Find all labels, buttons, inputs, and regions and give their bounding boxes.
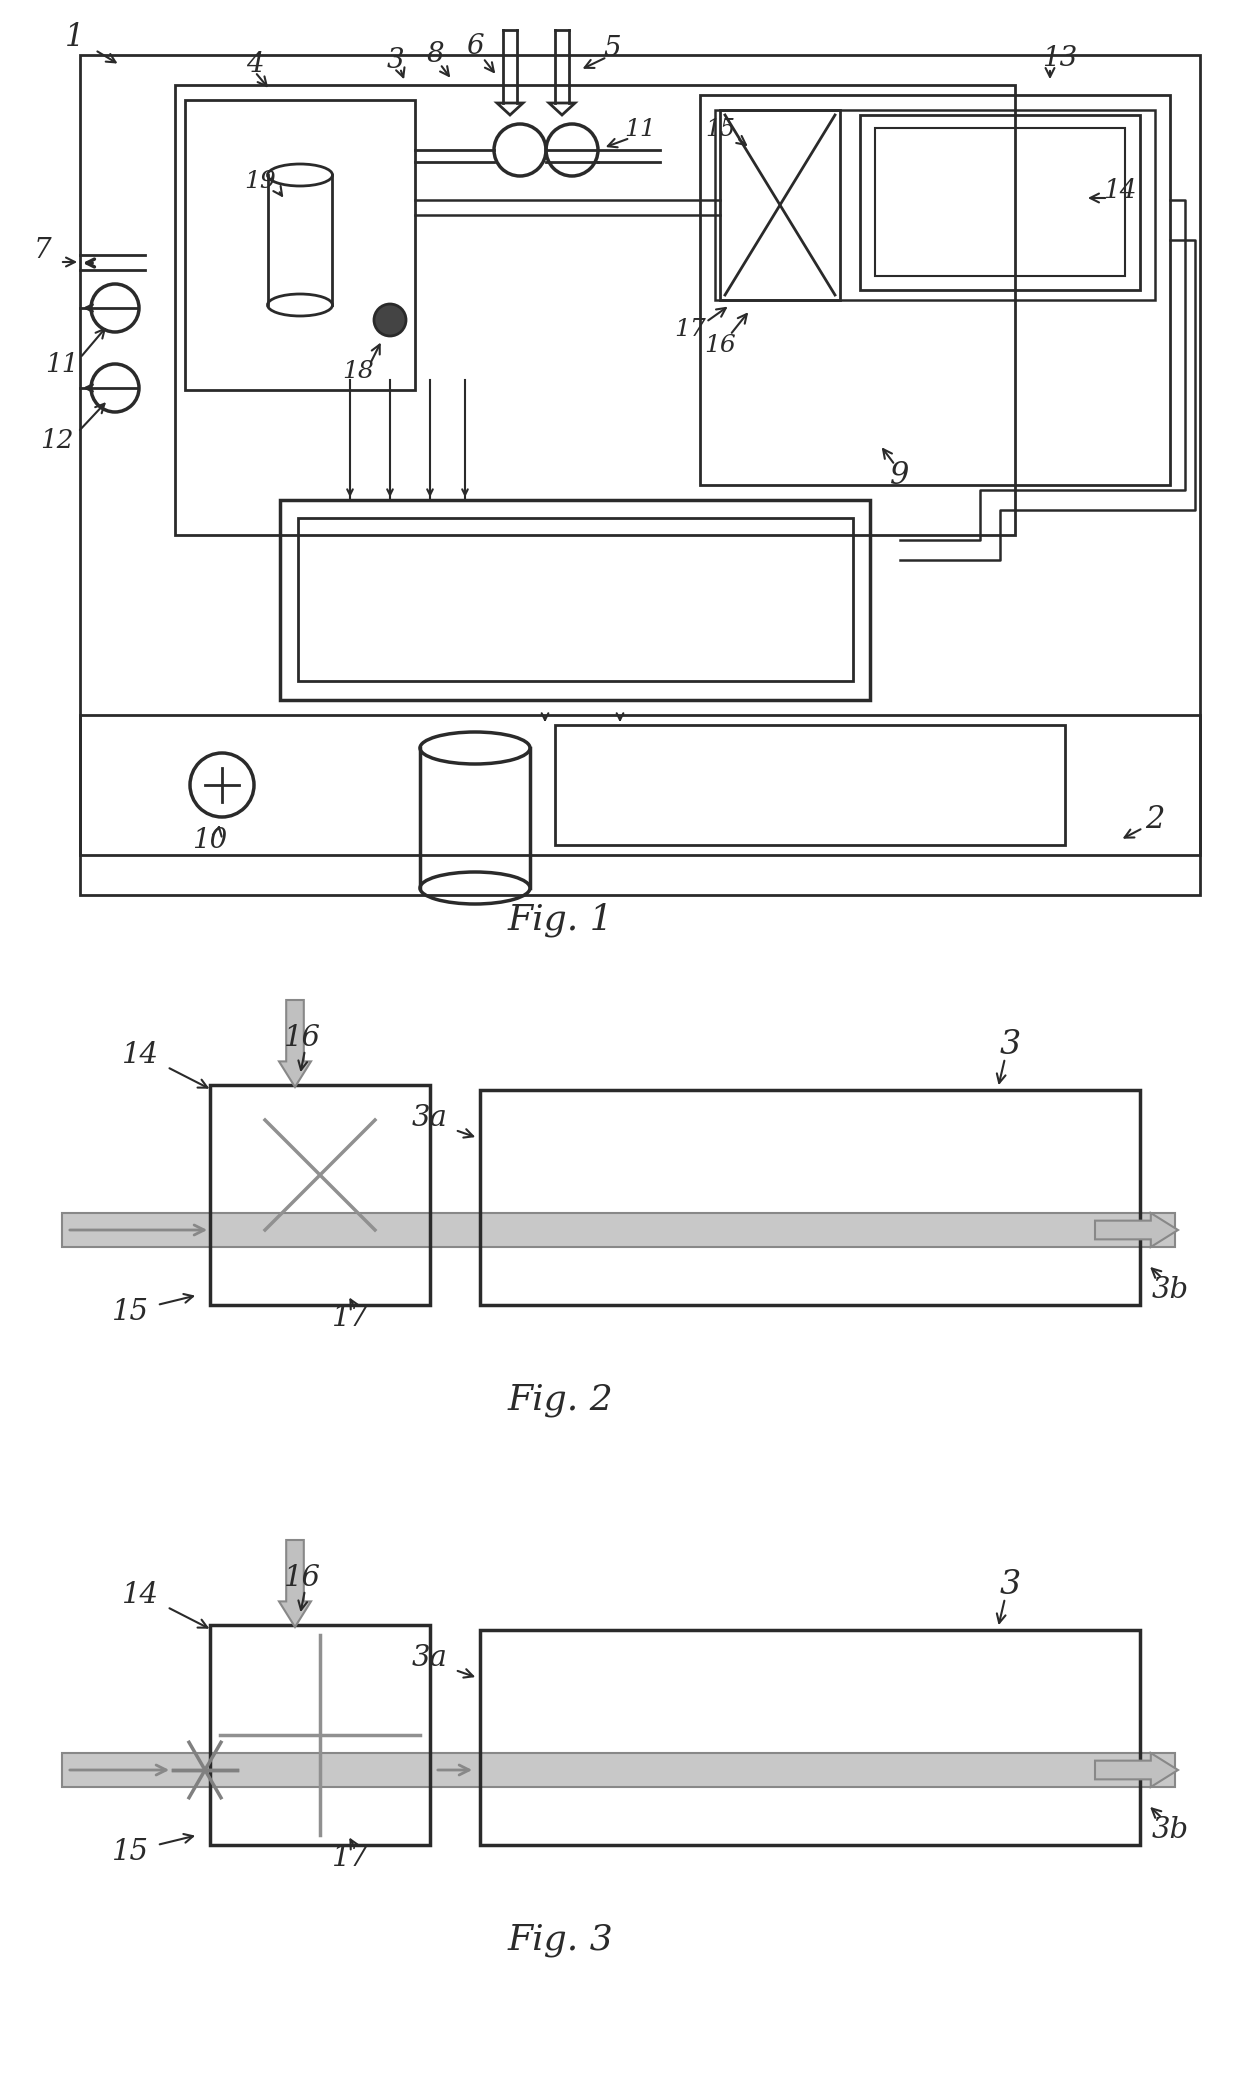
Text: Fig. 1: Fig. 1 [507, 903, 613, 938]
Bar [861, 114, 1140, 290]
Text: 14: 14 [122, 1581, 159, 1608]
Text: 13: 13 [1043, 44, 1078, 71]
Text: 3: 3 [999, 1029, 1021, 1060]
Text: 17: 17 [675, 317, 706, 342]
Bar [720, 110, 839, 301]
Text: Fig. 2: Fig. 2 [507, 1384, 613, 1417]
Bar [210, 1085, 430, 1305]
Bar [62, 1214, 1176, 1247]
Bar [62, 1753, 1176, 1787]
Bar [875, 129, 1125, 276]
Bar [298, 519, 853, 681]
Text: 11: 11 [45, 353, 79, 378]
Text: 9: 9 [890, 459, 910, 490]
Text: 3: 3 [386, 46, 404, 73]
Polygon shape [279, 1000, 311, 1087]
Text: 16: 16 [704, 334, 735, 357]
Text: 1: 1 [66, 23, 84, 54]
Text: 16: 16 [284, 1565, 320, 1592]
Text: 6: 6 [466, 33, 484, 60]
Text: 3b: 3b [1152, 1816, 1189, 1845]
Text: 12: 12 [40, 427, 73, 452]
Text: 3a: 3a [412, 1643, 448, 1672]
Text: 4: 4 [247, 52, 264, 79]
Circle shape [374, 305, 405, 336]
Text: 16: 16 [284, 1023, 320, 1052]
Text: 7: 7 [33, 237, 51, 264]
Text: 8: 8 [427, 42, 444, 68]
Text: 5: 5 [603, 35, 621, 62]
Bar [81, 56, 1200, 894]
Text: 15: 15 [112, 1299, 149, 1326]
Text: 17: 17 [331, 1845, 368, 1872]
Bar [701, 95, 1171, 486]
Text: 15: 15 [706, 118, 735, 141]
Text: 18: 18 [342, 361, 374, 384]
Text: Fig. 3: Fig. 3 [507, 1924, 613, 1957]
Bar [715, 110, 1154, 301]
Bar [185, 100, 415, 390]
Bar [210, 1625, 430, 1845]
Text: 3a: 3a [412, 1104, 448, 1133]
Bar [81, 716, 1200, 855]
Text: 11: 11 [624, 118, 656, 141]
Text: 2: 2 [1146, 805, 1164, 836]
Text: 19: 19 [244, 170, 275, 193]
Bar [480, 1631, 1140, 1845]
Polygon shape [279, 1540, 311, 1627]
Bar [280, 500, 870, 699]
Text: 3: 3 [999, 1569, 1021, 1602]
Text: 3b: 3b [1152, 1276, 1189, 1303]
Text: 14: 14 [122, 1042, 159, 1069]
Text: 14: 14 [1104, 178, 1137, 203]
Text: 17: 17 [331, 1303, 368, 1332]
Bar [175, 85, 1016, 535]
Bar [556, 724, 1065, 845]
Text: 15: 15 [112, 1838, 149, 1865]
Polygon shape [1095, 1753, 1178, 1787]
Polygon shape [1095, 1214, 1178, 1247]
Bar [480, 1089, 1140, 1305]
Text: 10: 10 [192, 826, 228, 853]
